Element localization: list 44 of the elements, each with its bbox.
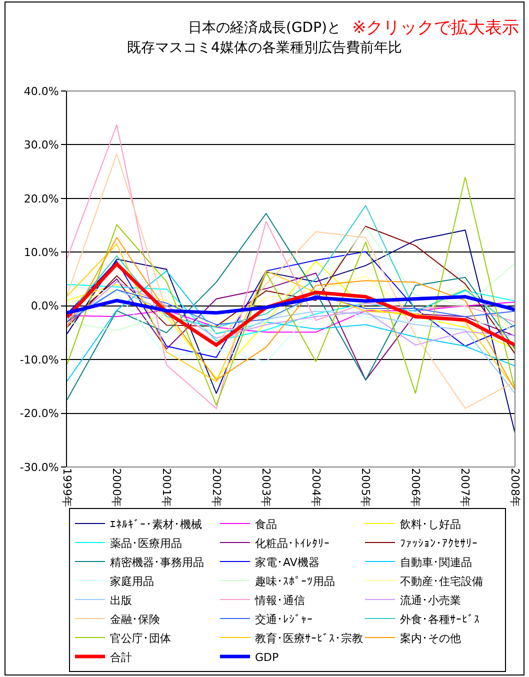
legend-label: 精密機器･事務用品 xyxy=(110,556,204,569)
y-tick-label: -30.0% xyxy=(20,460,59,474)
y-tick-label: -10.0% xyxy=(20,353,59,366)
legend-label: 家電･AV機器 xyxy=(255,556,320,569)
legend-label: 官公庁･団体 xyxy=(110,632,171,645)
legend-label: 交通･ﾚｼﾞｬｰ xyxy=(255,612,313,626)
legend-label: 情報･通信 xyxy=(254,594,305,607)
legend-label: 合計 xyxy=(110,650,132,664)
text: ※クリックで拡大表示 xyxy=(352,18,520,38)
legend-label: 薬品･医療用品 xyxy=(110,536,182,550)
legend-label: ｴﾈﾙｷﾞｰ･素材･機械 xyxy=(110,518,202,531)
x-tick-label: 2007年 xyxy=(458,468,472,507)
legend-label: 流通･小売業 xyxy=(400,594,461,607)
legend-label: 外食･各種ｻｰﾋﾞｽ xyxy=(400,612,480,626)
legend-label: 食品 xyxy=(255,518,277,531)
legend-label: 趣味･ｽﾎﾟｰﾂ用品 xyxy=(255,574,335,588)
y-tick-label: 20.0% xyxy=(24,192,59,206)
chart-subtitle: 既存マスコミ4媒体の各業種別広告費前年比 xyxy=(127,40,402,56)
legend-label: 金融･保険 xyxy=(110,612,160,626)
legend-label: 不動産･住宅設備 xyxy=(400,574,483,588)
x-tick-label: 2000年 xyxy=(110,468,124,507)
x-tick-label: 2005年 xyxy=(359,468,372,507)
chart-title: 日本の経済成長(GDP)と xyxy=(188,20,341,36)
legend-label: 化粧品･ﾄｲﾚﾀﾘｰ xyxy=(255,536,330,550)
x-tick-label: 2003年 xyxy=(260,468,273,507)
legend-label: 教育･医療ｻｰﾋﾞｽ･宗教 xyxy=(255,632,363,645)
y-tick-label: -20.0% xyxy=(20,407,59,420)
y-tick-label: 40.0% xyxy=(24,84,59,98)
legend-label: GDP xyxy=(255,650,279,664)
legend-label: 飲料･し好品 xyxy=(400,518,461,531)
legend-label: 家庭用品 xyxy=(110,574,154,588)
y-tick-label: 10.0% xyxy=(24,246,59,259)
legend-label: 自動車･関連品 xyxy=(400,556,472,569)
x-tick-label: 2001年 xyxy=(160,468,173,507)
legend-label: 案内･その他 xyxy=(400,632,461,645)
x-tick-label: 2004年 xyxy=(309,468,322,507)
x-tick-label: 2006年 xyxy=(408,468,422,507)
x-tick-label: 2008年 xyxy=(508,468,522,507)
y-tick-label: 30.0% xyxy=(24,138,59,152)
x-tick-label: 2002年 xyxy=(210,468,223,507)
x-tick-label: 1999年 xyxy=(60,468,74,507)
legend-label: 出版 xyxy=(110,594,132,607)
y-tick-label: 0.0% xyxy=(30,300,59,313)
legend-label: ﾌｧｯｼｮﾝ･ｱｸｾｻﾘｰ xyxy=(400,536,478,550)
